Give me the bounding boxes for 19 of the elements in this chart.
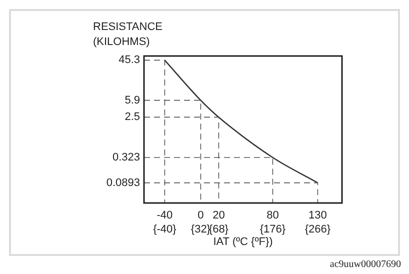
y-axis-title: RESISTANCE (KILOHMS) bbox=[93, 21, 162, 48]
x-tick-label: 0 bbox=[198, 210, 204, 222]
line-series bbox=[164, 60, 318, 184]
x2-tick-label: {266} bbox=[304, 224, 331, 236]
x2-tick-label: {176} bbox=[260, 224, 286, 236]
x2-tick-label: {68} bbox=[208, 224, 229, 236]
y-tick-label: 2.5 bbox=[124, 111, 140, 124]
x-tick-label: 80 bbox=[266, 210, 279, 222]
y-tick-label: 0.323 bbox=[112, 152, 140, 164]
x2-tick-label: {32} bbox=[190, 224, 211, 236]
y-tick-label: 5.9 bbox=[124, 94, 140, 106]
x-tick-label: 130 bbox=[308, 210, 327, 222]
x-tick-label: -40 bbox=[156, 210, 173, 222]
y-tick-label: 0.0893 bbox=[106, 176, 140, 189]
x-tick-label: 20 bbox=[212, 210, 225, 222]
y-tick-label: 45.3 bbox=[118, 54, 140, 66]
x2-tick-label: {-40} bbox=[153, 224, 177, 236]
x-axis-title: IAT (ºC {ºF}) bbox=[213, 236, 273, 248]
text: ac9uuw00007690 bbox=[330, 259, 401, 270]
